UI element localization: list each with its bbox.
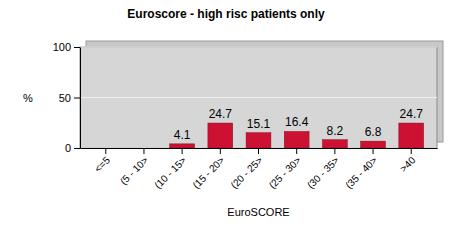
x-tick-mark bbox=[334, 148, 335, 154]
x-tick: (25 - 30> bbox=[267, 148, 303, 191]
title: Euroscore - high risc patients only bbox=[127, 7, 325, 21]
x-tick-mark bbox=[411, 148, 412, 154]
x-tick-mark bbox=[296, 148, 297, 154]
x-tick-label: (20 - 25> bbox=[228, 154, 264, 190]
x-tick-label: >40 bbox=[398, 154, 418, 174]
y-axis-line bbox=[80, 48, 81, 149]
x-tick: <=5 bbox=[92, 148, 112, 174]
y-tick-label: 0 bbox=[65, 142, 71, 154]
x-axis-title: EuroSCORE bbox=[227, 206, 289, 218]
y-axis-title: % bbox=[23, 92, 33, 104]
x-tick-mark bbox=[373, 148, 374, 154]
y-tick: 0 bbox=[65, 142, 80, 154]
x-tick-mark bbox=[220, 148, 221, 154]
x-tick-mark bbox=[143, 148, 144, 154]
x-tick-mark bbox=[105, 148, 106, 154]
x-tick: (30 - 35> bbox=[305, 148, 341, 191]
x-tick-label: (10 - 15> bbox=[152, 154, 188, 190]
x-tick-label: (25 - 30> bbox=[267, 154, 303, 190]
x-tick: (35 - 40> bbox=[343, 148, 379, 191]
x-tick-label: (30 - 35> bbox=[305, 154, 341, 190]
bar bbox=[284, 131, 309, 148]
data-label: 4.1 bbox=[174, 128, 191, 142]
x-tick: (20 - 25> bbox=[228, 148, 264, 191]
plot-area bbox=[80, 47, 437, 148]
x-tick: >40 bbox=[398, 148, 418, 174]
y-tick: 50 bbox=[59, 92, 80, 104]
grid-line bbox=[80, 97, 437, 98]
bar bbox=[399, 123, 424, 148]
y-tick-mark bbox=[74, 47, 80, 48]
x-tick-label: (5 - 10> bbox=[118, 154, 150, 186]
bar bbox=[170, 144, 195, 148]
data-label: 6.8 bbox=[365, 125, 382, 139]
x-tick: (15 - 20> bbox=[190, 148, 226, 191]
x-tick-label: (15 - 20> bbox=[190, 154, 226, 190]
grid-line bbox=[80, 47, 437, 48]
data-label: 24.7 bbox=[209, 107, 233, 121]
x-tick-mark bbox=[182, 148, 183, 154]
x-tick-mark bbox=[258, 148, 259, 154]
y-tick-mark bbox=[74, 98, 80, 99]
y-tick: 100 bbox=[53, 41, 80, 53]
bar bbox=[208, 123, 233, 148]
data-labels: 4.1 24.7 15.1 16.4 8.2 6.8 24.7 bbox=[174, 107, 423, 142]
data-label: 8.2 bbox=[327, 124, 344, 138]
y-axis: 0 50 100 bbox=[53, 41, 81, 154]
y-tick-mark bbox=[74, 148, 80, 149]
y-tick-label: 100 bbox=[53, 41, 71, 53]
bar bbox=[322, 140, 347, 148]
data-label: 15.1 bbox=[247, 117, 271, 131]
x-tick-label: (35 - 40> bbox=[343, 154, 379, 190]
x-tick: (10 - 15> bbox=[152, 148, 188, 191]
bar bbox=[361, 141, 386, 148]
grid bbox=[80, 47, 437, 148]
x-axis: <=5 (5 - 10>(10 - 15>(15 - 20>(20 - 25>(2… bbox=[81, 148, 438, 191]
chart: 4.1 24.7 15.1 16.4 8.2 6.8 24.7 0 50 100 <=5 (5 - 1… bbox=[0, 0, 472, 227]
y-tick-label: 50 bbox=[59, 92, 71, 104]
data-label: 16.4 bbox=[285, 115, 309, 129]
bar bbox=[246, 133, 271, 148]
x-tick-label: <=5 bbox=[92, 154, 112, 174]
data-label: 24.7 bbox=[400, 107, 424, 121]
x-tick: (5 - 10> bbox=[118, 148, 150, 187]
